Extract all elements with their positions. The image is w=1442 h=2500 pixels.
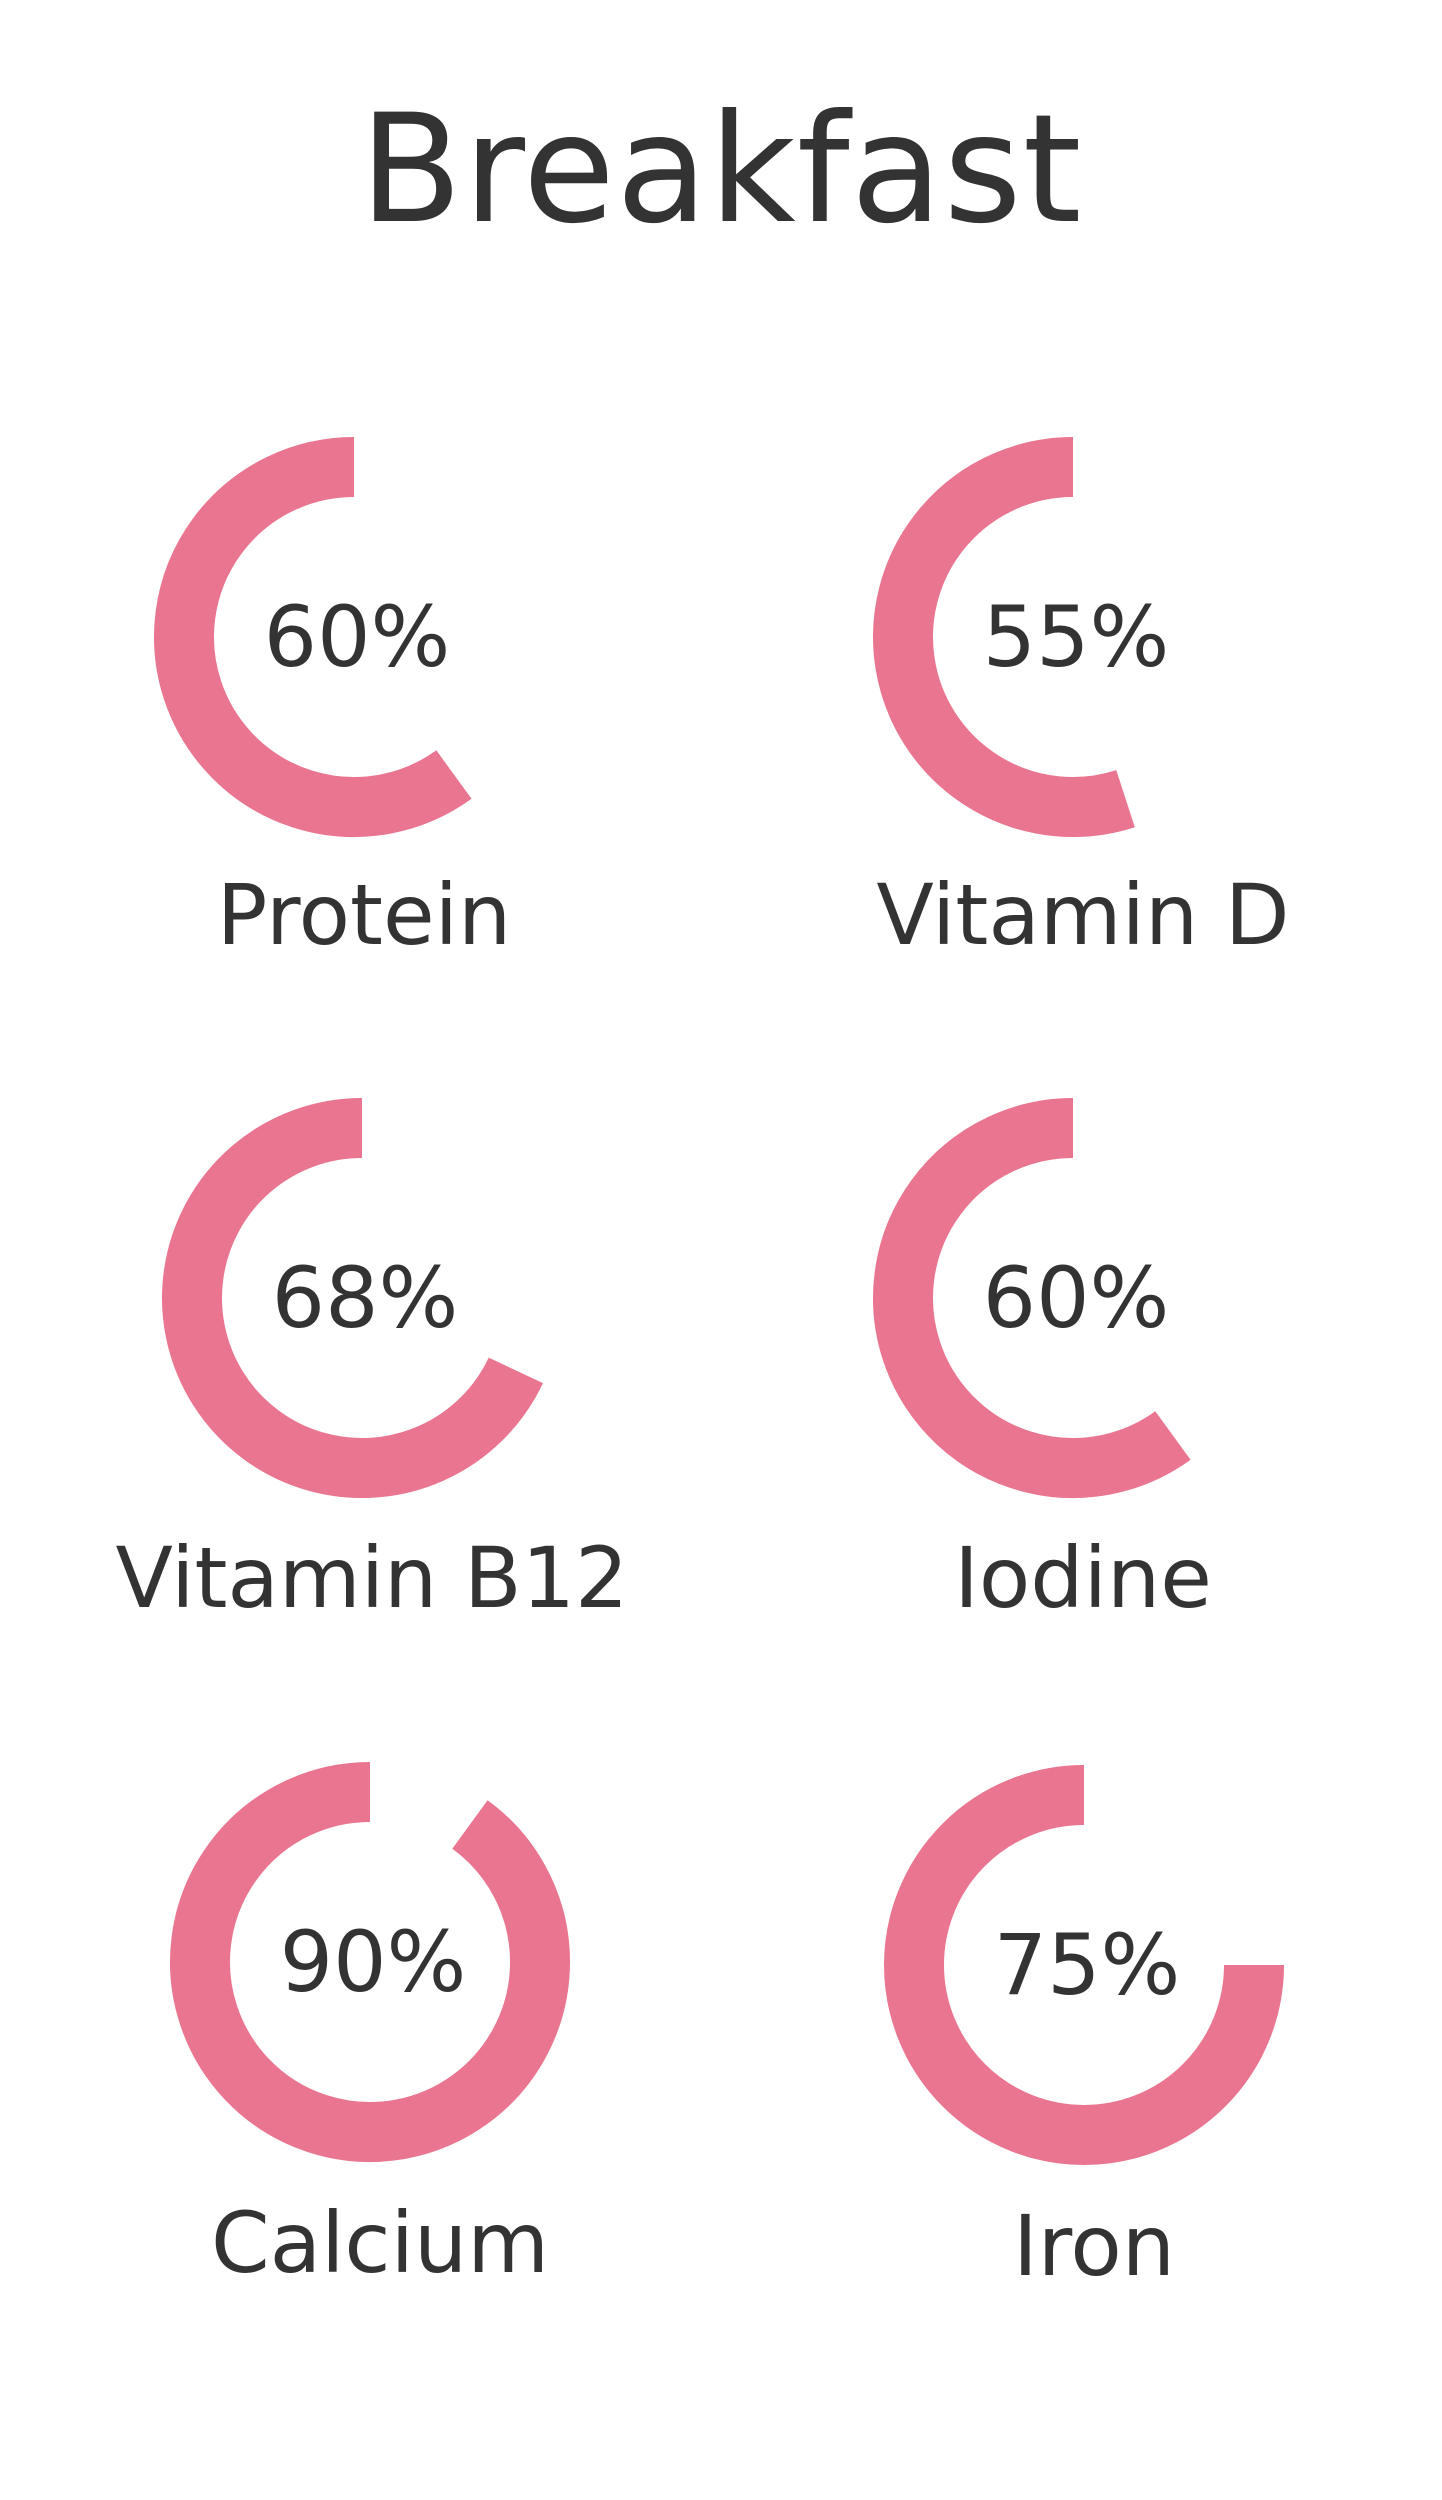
ring-label-iodine: Iodine bbox=[954, 1529, 1212, 1627]
ring-label-iron: Iron bbox=[1013, 2197, 1175, 2295]
ring-label-protein: Protein bbox=[217, 866, 511, 964]
ring-value-iodine: 60% bbox=[983, 1249, 1170, 1347]
page-title: Breakfast bbox=[359, 83, 1083, 257]
ring-value-vitamin-b12: 68% bbox=[272, 1249, 459, 1347]
ring-protein: 60% Protein bbox=[154, 437, 511, 964]
ring-label-calcium: Calcium bbox=[211, 2194, 549, 2292]
ring-iodine: 60% Iodine bbox=[873, 1098, 1212, 1627]
ring-calcium: 90% Calcium bbox=[170, 1762, 570, 2292]
ring-value-iron: 75% bbox=[994, 1916, 1181, 2014]
ring-arc-protein bbox=[154, 437, 472, 837]
ring-value-protein: 60% bbox=[264, 588, 451, 686]
ring-iron: 75% Iron bbox=[884, 1765, 1284, 2295]
ring-arc-iron bbox=[884, 1765, 1284, 2165]
ring-arc-vitamin-d bbox=[873, 437, 1135, 837]
ring-value-calcium: 90% bbox=[280, 1913, 467, 2011]
ring-arc-iodine bbox=[873, 1098, 1191, 1498]
ring-arc-vitamin-b12 bbox=[162, 1098, 543, 1498]
ring-vitamin-b12: 68% Vitamin B12 bbox=[116, 1098, 629, 1627]
ring-arc-calcium bbox=[170, 1762, 570, 2162]
ring-value-vitamin-d: 55% bbox=[983, 588, 1170, 686]
ring-label-vitamin-d: Vitamin D bbox=[876, 866, 1289, 964]
ring-vitamin-d: 55% Vitamin D bbox=[873, 437, 1290, 964]
ring-label-vitamin-b12: Vitamin B12 bbox=[116, 1529, 629, 1627]
